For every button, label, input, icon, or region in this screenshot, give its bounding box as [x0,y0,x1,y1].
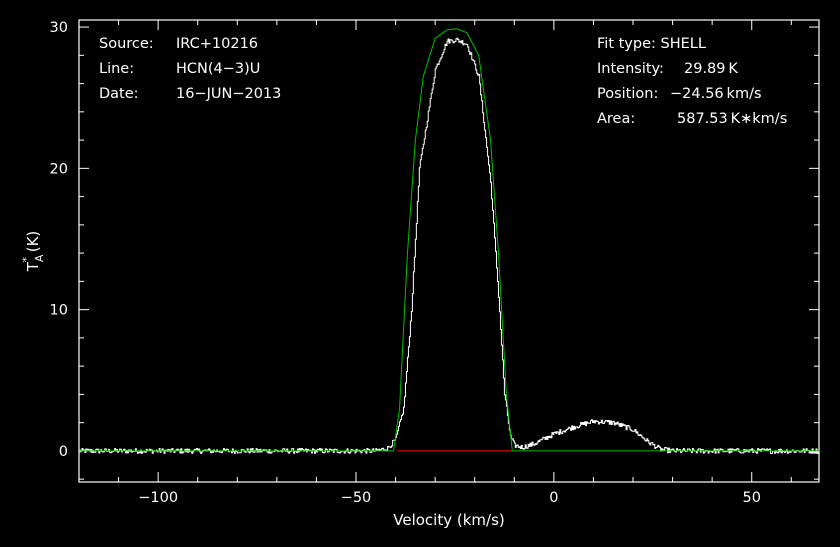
area-value: 587.53 K∗km/s [677,111,788,127]
y-tick-label: 10 [50,303,68,319]
y-tick-label: 20 [50,161,68,177]
shell-fit-line [79,28,819,452]
y-axis-label: TA* (K) [20,231,46,273]
fit-type-text: Fit type: SHELL [597,36,706,52]
plot-frame [78,19,820,483]
intensity-label: Intensity: [597,61,664,77]
x-tick-label: −50 [341,490,372,506]
y-tick-label: 0 [59,444,68,460]
date-label: Date: [99,86,139,102]
line-label: Line: [99,61,135,77]
source-label: Source: [99,36,154,52]
x-tick-labels: −100 −50 0 50 [138,490,761,506]
x-axis-label: Velocity (km/s) [393,511,504,529]
y-tick-labels: 0 10 20 30 [50,20,68,460]
y-tick-label: 30 [50,20,68,36]
svg-text:TA* (K): TA* (K) [20,231,46,273]
x-tick-label: 50 [743,490,761,506]
position-label: Position: [597,86,659,102]
position-value: −24.56 km/s [670,86,762,102]
intensity-value: 29.89 K [684,61,738,77]
line-value: HCN(4−3)U [176,61,261,77]
axis-ticks [78,20,819,482]
x-tick-label: −100 [138,490,178,506]
area-label: Area: [597,111,636,127]
x-tick-label: 0 [549,490,558,506]
date-value: 16−JUN−2013 [176,86,282,102]
source-value: IRC+10216 [176,36,259,52]
